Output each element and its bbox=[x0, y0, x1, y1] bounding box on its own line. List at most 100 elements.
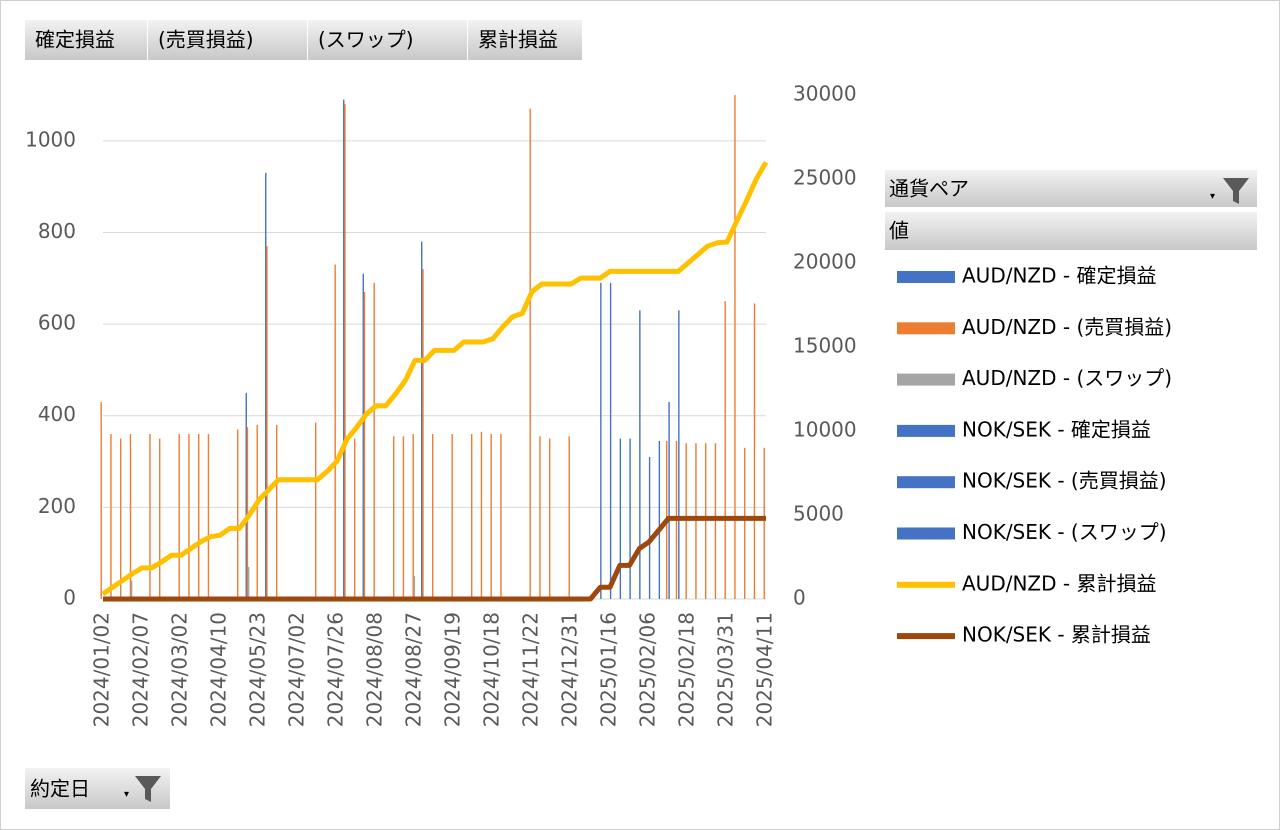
bar bbox=[129, 434, 132, 599]
legend-subtitle: 値 bbox=[889, 219, 909, 243]
x-tick-label: 2024/11/22 bbox=[519, 612, 543, 727]
y-tick-label: 0 bbox=[63, 586, 76, 610]
y-tick-label: 800 bbox=[38, 219, 76, 243]
bar bbox=[120, 438, 122, 599]
button-bg[interactable] bbox=[468, 20, 582, 60]
bar bbox=[568, 436, 570, 599]
bar bbox=[246, 427, 249, 599]
x-tick-label: 2025/02/18 bbox=[675, 612, 699, 727]
bar bbox=[334, 264, 336, 599]
legend-swatch bbox=[897, 633, 955, 640]
bar bbox=[100, 401, 102, 599]
bar bbox=[344, 104, 346, 599]
axis-field: 約定日 bbox=[30, 777, 90, 801]
filter-icon bbox=[135, 776, 161, 802]
dropdown-arrow: ▾ bbox=[1210, 191, 1215, 202]
dropdown-arrow: ▾ bbox=[124, 789, 129, 800]
x-tick-label: 2024/08/27 bbox=[402, 612, 426, 727]
bar bbox=[265, 172, 267, 599]
legend-swatch bbox=[897, 527, 955, 540]
legend-swatch bbox=[897, 581, 955, 588]
y2-tick-label: 30000 bbox=[793, 82, 857, 106]
bar bbox=[763, 447, 765, 599]
bar bbox=[648, 456, 651, 599]
bar bbox=[256, 424, 258, 599]
bar bbox=[668, 401, 670, 599]
x-tick-label: 2025/04/11 bbox=[753, 612, 777, 727]
bar bbox=[343, 99, 345, 599]
axis-field-button[interactable]: 約定日 ▾ bbox=[25, 768, 170, 809]
bar bbox=[629, 438, 631, 599]
bar bbox=[207, 434, 210, 599]
x-tick-label: 2024/04/10 bbox=[207, 612, 231, 727]
bar bbox=[393, 436, 395, 599]
bar bbox=[432, 434, 434, 599]
bar bbox=[609, 282, 612, 599]
x-tick-label: 2024/08/08 bbox=[363, 612, 387, 727]
bar bbox=[678, 310, 680, 599]
x-tick-label: 2025/01/16 bbox=[597, 612, 621, 727]
x-tick-label: 2024/02/07 bbox=[129, 612, 153, 727]
line bbox=[103, 515, 766, 602]
field-label: 確定損益 bbox=[35, 28, 115, 52]
x-tick-label: 2024/10/18 bbox=[480, 612, 504, 727]
bar bbox=[247, 566, 250, 599]
bar bbox=[490, 434, 492, 599]
bar bbox=[373, 282, 375, 599]
legend-subheader bbox=[885, 212, 1257, 250]
y-tick-label: 600 bbox=[38, 311, 76, 335]
button-bg[interactable] bbox=[308, 20, 467, 60]
legend-title: 通貨ペア bbox=[889, 177, 969, 201]
legend-label: NOK/SEK - 確定損益 bbox=[962, 417, 1151, 441]
bar bbox=[421, 241, 423, 600]
filter-icon bbox=[1223, 178, 1249, 204]
bar bbox=[619, 438, 622, 599]
bar bbox=[549, 438, 551, 599]
bar bbox=[685, 443, 687, 599]
field-label: 累計損益 bbox=[478, 28, 558, 52]
x-tick-label: 2024/01/02 bbox=[90, 612, 114, 727]
x-tick-label: 2024/12/31 bbox=[558, 612, 582, 727]
bar bbox=[539, 436, 541, 599]
x-tick-label: 2024/07/02 bbox=[285, 612, 309, 727]
x-tick-label: 2024/03/02 bbox=[168, 612, 192, 727]
y2-tick-label: 5000 bbox=[793, 502, 844, 526]
legend-swatch bbox=[897, 476, 955, 489]
field-label: (売買損益) bbox=[158, 28, 254, 52]
x-tick-label: 2024/09/19 bbox=[441, 612, 465, 727]
bar bbox=[363, 292, 366, 599]
bar bbox=[412, 434, 414, 599]
bar bbox=[695, 443, 697, 599]
bar bbox=[639, 310, 641, 599]
bar bbox=[362, 273, 364, 599]
legend-header[interactable] bbox=[885, 170, 1257, 207]
bar bbox=[714, 443, 717, 599]
y-tick-label: 1000 bbox=[25, 127, 76, 151]
x-tick-label: 2024/07/26 bbox=[324, 612, 348, 727]
y-tick-label: 400 bbox=[38, 402, 76, 426]
x-tick-label: 2025/03/31 bbox=[714, 612, 738, 727]
legend-swatch bbox=[897, 424, 955, 437]
bar bbox=[188, 434, 190, 599]
legend: 通貨ペア ▾ 値 AUD/NZD - 確定損益 AUD/NZD - (売買損益) A… bbox=[885, 170, 1257, 647]
y2-tick-label: 0 bbox=[793, 586, 806, 610]
legend-label: AUD/NZD - 累計損益 bbox=[962, 571, 1156, 595]
y2-tick-label: 25000 bbox=[793, 166, 857, 190]
line bbox=[101, 160, 769, 597]
legend-label: AUD/NZD - (売買損益) bbox=[962, 315, 1172, 339]
bar bbox=[529, 108, 531, 599]
bar bbox=[413, 576, 416, 599]
bar bbox=[178, 434, 180, 599]
button-bg[interactable] bbox=[25, 20, 147, 60]
bar bbox=[237, 429, 239, 599]
bar bbox=[744, 447, 746, 599]
field-label: (スワップ) bbox=[318, 28, 414, 52]
legend-label: NOK/SEK - (売買損益) bbox=[962, 469, 1167, 493]
bar bbox=[402, 436, 405, 599]
button-bg[interactable] bbox=[148, 20, 307, 60]
bar bbox=[266, 246, 268, 599]
legend-label: NOK/SEK - (スワップ) bbox=[962, 520, 1167, 544]
bar bbox=[658, 440, 661, 599]
y2-tick-label: 20000 bbox=[793, 250, 857, 274]
